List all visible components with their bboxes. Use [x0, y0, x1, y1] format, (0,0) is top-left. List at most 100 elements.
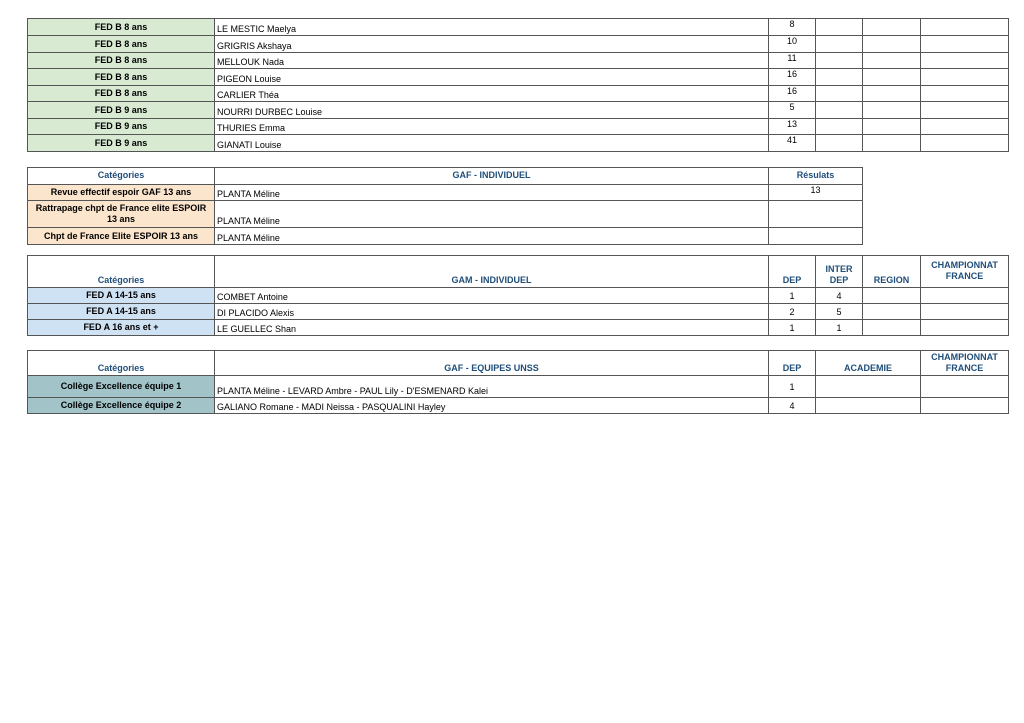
championnat-result [920, 397, 1009, 414]
inter-dep-result [815, 52, 863, 69]
category-cell: FED B 8 ans [27, 18, 215, 36]
table-row: FED B 8 ans CARLIER Théa 16 [27, 85, 1009, 102]
fed-b-results-table: FED B 8 ans LE MESTIC Maelya 8 FED B 8 ans G… [27, 18, 1009, 152]
dep-result: 11 [768, 52, 816, 69]
category-cell: FED B 9 ans [27, 134, 215, 152]
category-cell: FED B 8 ans [27, 68, 215, 86]
table-row: FED B 9 ans GIANATI Louise 41 [27, 134, 1009, 152]
header-gaf-equipes-unss: GAF - EQUIPES UNSS [214, 350, 769, 376]
header-region: REGION [862, 255, 921, 288]
table-row: FED A 14-15 ans COMBET Antoine 1 4 [27, 287, 1009, 304]
table-row: FED B 8 ans LE MESTIC Maelya 8 [27, 18, 1009, 36]
inter-dep-result: 5 [815, 303, 863, 320]
dep-result: 2 [768, 303, 816, 320]
gam-individuel-table: Catégories GAM - INDIVIDUEL DEP INTER DE… [27, 255, 1009, 336]
header-resultats: Résulats [768, 167, 863, 185]
table-row: FED B 8 ans GRIGRIS Akshaya 10 [27, 35, 1009, 53]
region-result [862, 18, 921, 36]
category-cell: FED B 9 ans [27, 101, 215, 119]
championnat-result [920, 118, 1009, 135]
region-result [862, 287, 921, 304]
championnat-result [920, 319, 1009, 336]
region-result [862, 35, 921, 53]
category-cell: FED B 8 ans [27, 35, 215, 53]
dep-result: 16 [768, 68, 816, 86]
athlete-name: LE GUELLEC Shan [214, 319, 769, 336]
athlete-name: MELLOUK Nada [214, 52, 769, 69]
region-result [862, 101, 921, 119]
table-row: FED B 9 ans NOURRI DURBEC Louise 5 [27, 101, 1009, 119]
inter-dep-result: 1 [815, 319, 863, 336]
region-result [862, 52, 921, 69]
team-members: GALIANO Romane - MADI Neissa - PASQUALIN… [214, 397, 769, 414]
academie-result [815, 397, 921, 414]
championnat-result [920, 134, 1009, 152]
table-row: FED A 14-15 ans DI PLACIDO Alexis 2 5 [27, 303, 1009, 320]
category-cell: Chpt de France Elite ESPOIR 13 ans [27, 227, 215, 245]
dep-result: 13 [768, 118, 816, 135]
category-cell: FED A 14-15 ans [27, 287, 215, 304]
region-result [862, 68, 921, 86]
championnat-result [920, 85, 1009, 102]
dep-result: 10 [768, 35, 816, 53]
result-value [768, 200, 863, 228]
athlete-name: GRIGRIS Akshaya [214, 35, 769, 53]
header-categories: Catégories [27, 255, 215, 288]
championnat-result [920, 101, 1009, 119]
table-row: FED B 9 ans THURIES Emma 13 [27, 118, 1009, 135]
header-dep: DEP [768, 350, 816, 376]
athlete-name: THURIES Emma [214, 118, 769, 135]
result-value [768, 227, 863, 245]
inter-dep-result [815, 118, 863, 135]
championnat-result [920, 18, 1009, 36]
header-categories: Catégories [27, 350, 215, 376]
table-row: FED A 16 ans et + LE GUELLEC Shan 1 1 [27, 319, 1009, 336]
table-row: FED B 8 ans PIGEON Louise 16 [27, 68, 1009, 86]
region-result [862, 303, 921, 320]
category-cell: FED A 14-15 ans [27, 303, 215, 320]
dep-result: 5 [768, 101, 816, 119]
championnat-result [920, 287, 1009, 304]
gaf-individuel-table: Catégories GAF - INDIVIDUEL Résulats Rev… [27, 167, 863, 245]
table-row: Revue effectif espoir GAF 13 ans PLANTA M… [27, 184, 863, 201]
athlete-name: DI PLACIDO Alexis [214, 303, 769, 320]
table-row: Collège Excellence équipe 1 PLANTA Méline… [27, 375, 1009, 398]
dep-result: 1 [768, 287, 816, 304]
dep-result: 8 [768, 18, 816, 36]
team-members: PLANTA Méline - LEVARD Ambre - PAUL Lily… [214, 375, 769, 398]
category-cell: FED B 8 ans [27, 85, 215, 102]
championnat-result [920, 35, 1009, 53]
table-row: Chpt de France Elite ESPOIR 13 ans PLANTA… [27, 227, 863, 245]
inter-dep-result [815, 68, 863, 86]
table-row: FED B 8 ans MELLOUK Nada 11 [27, 52, 1009, 69]
athlete-name: PLANTA Méline [214, 227, 769, 245]
dep-result: 1 [768, 319, 816, 336]
inter-dep-result [815, 101, 863, 119]
category-cell: FED B 9 ans [27, 118, 215, 135]
category-cell: Rattrapage chpt de France elite ESPOIR 1… [27, 200, 215, 228]
athlete-name: NOURRI DURBEC Louise [214, 101, 769, 119]
athlete-name: COMBET Antoine [214, 287, 769, 304]
inter-dep-result [815, 134, 863, 152]
header-categories: Catégories [27, 167, 215, 185]
header-dep: DEP [768, 255, 816, 288]
inter-dep-result [815, 35, 863, 53]
region-result [862, 118, 921, 135]
inter-dep-result [815, 18, 863, 36]
table-row: Rattrapage chpt de France elite ESPOIR 1… [27, 200, 863, 228]
dep-result: 1 [768, 375, 816, 398]
category-cell: Collège Excellence équipe 1 [27, 375, 215, 398]
championnat-result [920, 52, 1009, 69]
athlete-name: LE MESTIC Maelya [214, 18, 769, 36]
header-championnat-france: CHAMPIONNAT FRANCE [920, 255, 1009, 288]
header-academie: ACADEMIE [815, 350, 921, 376]
gaf-equipes-unss-table: Catégories GAF - EQUIPES UNSS DEP ACADEM… [27, 350, 1009, 414]
category-cell: FED A 16 ans et + [27, 319, 215, 336]
category-cell: Collège Excellence équipe 2 [27, 397, 215, 414]
dep-result: 41 [768, 134, 816, 152]
category-cell: FED B 8 ans [27, 52, 215, 69]
result-value: 13 [768, 184, 863, 201]
table-row: Collège Excellence équipe 2 GALIANO Roman… [27, 397, 1009, 414]
inter-dep-result [815, 85, 863, 102]
category-cell: Revue effectif espoir GAF 13 ans [27, 184, 215, 201]
